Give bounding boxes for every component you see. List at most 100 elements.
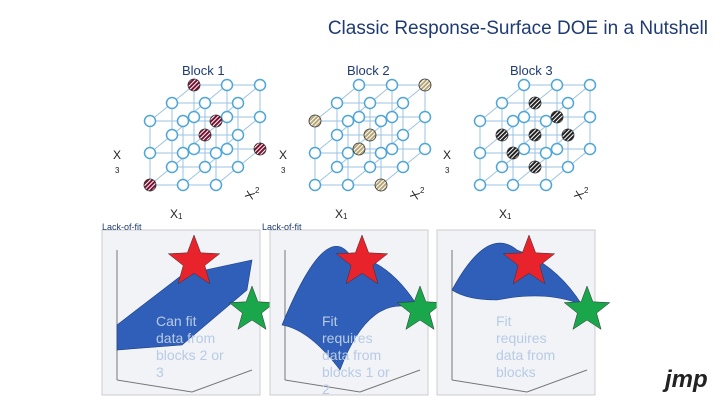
grid-point — [220, 110, 234, 124]
panel-text: Fit requires data from blocks 1 or 2 — [322, 313, 390, 397]
design-point — [187, 78, 201, 92]
axis-letter: X — [443, 148, 452, 162]
grid-point — [341, 146, 355, 160]
grid-point — [143, 114, 157, 128]
grid-point — [374, 146, 388, 160]
design-point — [143, 178, 157, 192]
grid-point — [396, 160, 410, 174]
plot-axis — [116, 379, 193, 393]
design-point — [308, 114, 322, 128]
axis-letter: X — [499, 207, 508, 221]
grid-point — [583, 78, 597, 92]
grid-point — [165, 128, 179, 142]
panel-text: Fit requires data from blocks — [496, 313, 556, 380]
axis-letter: X — [170, 207, 179, 221]
grid-point — [473, 114, 487, 128]
grid-point — [363, 160, 377, 174]
star — [167, 234, 221, 285]
grid-point — [396, 128, 410, 142]
axis-letter: X — [113, 148, 122, 162]
grid-point — [506, 114, 520, 128]
grid-point — [550, 142, 564, 156]
grid-point — [385, 78, 399, 92]
design-point — [550, 110, 564, 124]
grid-point — [165, 160, 179, 174]
plot-axis — [451, 379, 528, 393]
grid-point — [231, 128, 245, 142]
grid-point — [473, 146, 487, 160]
star — [228, 285, 276, 330]
plot-axis — [526, 369, 588, 393]
panel-text: Can fit data from blocks 2 or 3 — [156, 313, 224, 380]
grid-point — [253, 110, 267, 124]
grid-point — [220, 142, 234, 156]
design-point — [352, 142, 366, 156]
grid-point — [517, 142, 531, 156]
grid-point — [143, 146, 157, 160]
grid-point — [341, 178, 355, 192]
grid-point — [561, 160, 575, 174]
grid-point — [209, 146, 223, 160]
grid-point — [176, 178, 190, 192]
grid-point — [583, 110, 597, 124]
grid-point — [187, 142, 201, 156]
design-point — [209, 114, 223, 128]
design-point — [506, 146, 520, 160]
grid-point — [539, 146, 553, 160]
grid-point — [209, 178, 223, 192]
star — [563, 285, 611, 330]
grid-point — [176, 146, 190, 160]
grid-point — [330, 128, 344, 142]
axis-letter: X — [279, 148, 288, 162]
design-point — [198, 128, 212, 142]
grid-point — [539, 178, 553, 192]
design-point — [374, 178, 388, 192]
grid-point — [341, 114, 355, 128]
plot-axis — [191, 369, 253, 393]
grid-point — [506, 178, 520, 192]
grid-point — [550, 78, 564, 92]
axis-letter: X — [335, 207, 344, 221]
star — [502, 234, 556, 285]
grid-point — [352, 78, 366, 92]
grid-point — [231, 160, 245, 174]
grid-point — [517, 78, 531, 92]
grid-point — [473, 178, 487, 192]
grid-point — [330, 96, 344, 110]
grid-point — [418, 110, 432, 124]
design-point — [561, 128, 575, 142]
block-label: Block 1 — [182, 63, 225, 78]
grid-point — [198, 160, 212, 174]
grid-point — [539, 114, 553, 128]
grid-point — [495, 160, 509, 174]
grid-point — [583, 142, 597, 156]
axis-sub: 2 — [420, 186, 425, 195]
grid-point — [495, 96, 509, 110]
design-point — [418, 78, 432, 92]
star — [335, 234, 389, 285]
annotation: Lack-of-fit — [102, 222, 142, 232]
block-label: Block 2 — [347, 63, 390, 78]
grid-point — [176, 114, 190, 128]
grid-point — [374, 114, 388, 128]
grid-point — [561, 96, 575, 110]
design-point — [495, 128, 509, 142]
slide-title: Classic Response-Surface DOE in a Nutshe… — [327, 18, 708, 39]
grid-point — [308, 146, 322, 160]
axis-sub: 3 — [281, 166, 286, 175]
grid-point — [165, 96, 179, 110]
grid-point — [198, 96, 212, 110]
axis-sub: 2 — [584, 186, 589, 195]
design-point — [363, 128, 377, 142]
axis-sub: 3 — [115, 166, 120, 175]
grid-point — [220, 78, 234, 92]
annotation: Lack-of-fit — [262, 222, 302, 232]
grid-point — [253, 78, 267, 92]
plot-axis — [284, 379, 361, 393]
grid-point — [187, 110, 201, 124]
design-point — [528, 96, 542, 110]
grid-point — [308, 178, 322, 192]
axis-sub: 3 — [445, 166, 450, 175]
grid-point — [396, 96, 410, 110]
